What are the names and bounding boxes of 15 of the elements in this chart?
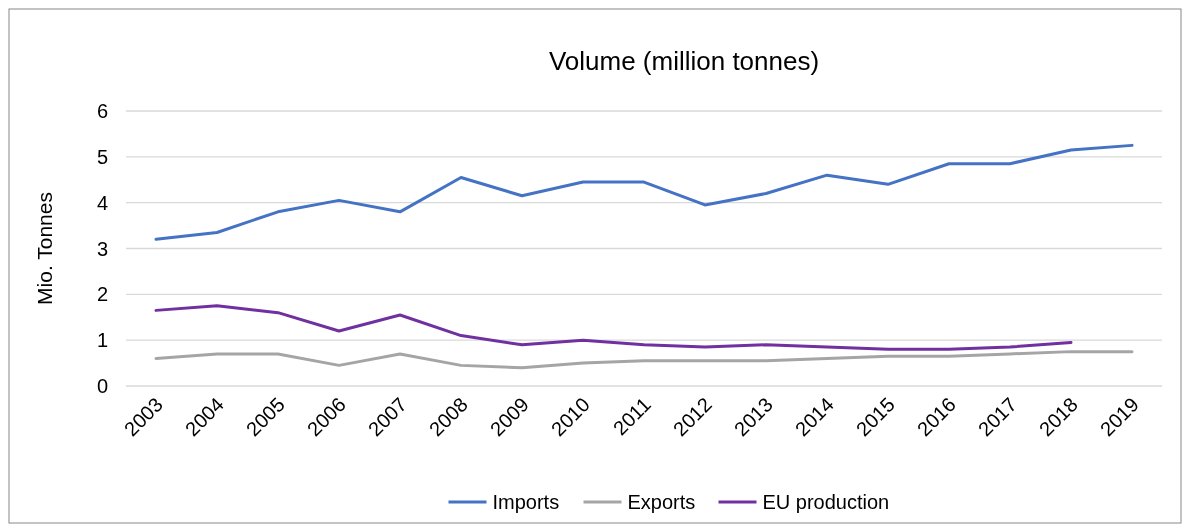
legend-label: Exports [627, 491, 696, 513]
y-tick-label: 5 [96, 145, 108, 168]
line-series [154, 304, 1073, 351]
y-tick-label: 6 [96, 100, 108, 122]
y-tick-label: 3 [96, 237, 108, 260]
y-tick-label: 4 [96, 191, 108, 214]
line-series [154, 143, 1134, 241]
y-tick-label: 2 [96, 283, 108, 306]
y-tick-label: 1 [96, 329, 108, 352]
y-tick-label: 0 [96, 375, 108, 397]
chart-title: Volume (million tonnes) [548, 46, 820, 76]
legend-label: Imports [492, 491, 560, 513]
legend-label: EU production [762, 491, 890, 513]
line-series [154, 350, 1134, 370]
y-axis-title: Mio. Tonnes [33, 192, 56, 305]
